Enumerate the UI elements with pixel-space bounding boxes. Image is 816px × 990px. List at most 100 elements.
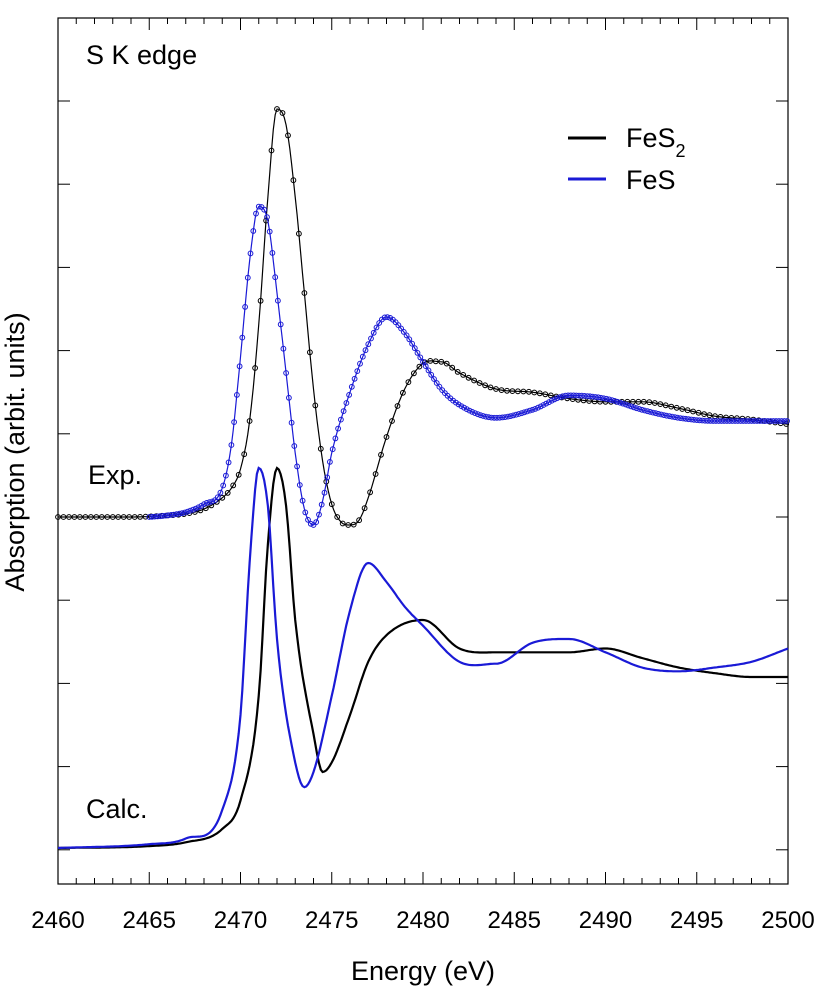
data-point (622, 401, 629, 408)
data-point (600, 395, 607, 402)
data-point (773, 418, 779, 424)
data-point (345, 522, 352, 528)
data-point (628, 403, 634, 410)
data-point (647, 409, 654, 415)
data-point (340, 408, 347, 415)
data-point (235, 471, 242, 478)
data-point (179, 510, 186, 517)
data-point (515, 388, 521, 395)
data-point (389, 418, 395, 424)
data-point (223, 472, 229, 479)
data-point (334, 514, 341, 520)
data-point (573, 392, 580, 399)
data-point (658, 411, 665, 418)
data-point (754, 418, 760, 424)
data-point (168, 512, 175, 518)
data-point (290, 177, 297, 184)
data-point (354, 368, 361, 375)
data-point (286, 394, 292, 401)
data-point (510, 412, 517, 419)
data-point (651, 400, 658, 406)
data-point (409, 340, 416, 347)
data-point (617, 399, 623, 406)
data-point (592, 394, 599, 400)
data-point (710, 418, 717, 424)
data-point (529, 406, 536, 413)
data-point (370, 329, 377, 336)
data-point (268, 147, 275, 154)
data-point (759, 418, 766, 424)
data-point (317, 445, 324, 452)
data-point (422, 363, 429, 370)
data-point (71, 514, 78, 520)
data-point (171, 511, 177, 518)
data-point (225, 459, 232, 466)
data-point (209, 498, 216, 505)
data-point (673, 404, 680, 411)
data-point (405, 379, 412, 386)
data-point (428, 371, 435, 378)
data-point (365, 341, 372, 348)
data-point (644, 408, 651, 415)
data-point (625, 402, 632, 409)
data-point (472, 410, 478, 417)
x-tick-label: 2500 (761, 907, 814, 934)
data-point (350, 521, 357, 528)
data-point (494, 414, 500, 421)
data-point (348, 383, 355, 390)
data-point (515, 411, 522, 417)
x-tick-label: 2485 (488, 907, 541, 934)
data-point (274, 106, 280, 112)
data-point (770, 418, 777, 424)
data-point (431, 376, 437, 382)
data-point (359, 353, 366, 360)
data-point (554, 395, 560, 402)
data-point (381, 314, 388, 321)
data-point (220, 482, 227, 489)
data-point (247, 250, 254, 257)
data-point (684, 407, 691, 414)
data-point (55, 514, 61, 520)
data-point (60, 514, 67, 520)
exp-fes-line (149, 205, 788, 526)
data-point (88, 514, 94, 520)
data-point (224, 490, 231, 496)
data-point (581, 393, 588, 399)
data-point (432, 358, 439, 365)
data-point (277, 321, 284, 328)
data-point (521, 409, 528, 416)
data-point (443, 360, 450, 367)
data-point (250, 228, 257, 234)
data-point (567, 392, 574, 399)
data-point (362, 347, 369, 354)
data-point (732, 418, 738, 424)
data-point (652, 410, 659, 417)
data-point (691, 416, 697, 423)
x-tick-label: 2490 (579, 907, 632, 934)
data-point (279, 110, 286, 116)
data-point (524, 408, 530, 415)
data-point (351, 375, 358, 382)
data-point (294, 463, 301, 470)
legend-label-fes2: FeS2 (626, 123, 686, 161)
data-point (252, 365, 259, 371)
data-point (305, 516, 311, 523)
data-point (301, 290, 308, 296)
data-point (606, 396, 613, 403)
data-point (98, 514, 105, 520)
calc-fes2-line (58, 466, 788, 850)
data-point (505, 413, 511, 420)
data-point (518, 410, 525, 417)
data-point (66, 514, 72, 520)
data-point (729, 418, 736, 424)
data-point (266, 228, 273, 235)
exp-fes2-markers (55, 106, 790, 528)
data-point (146, 514, 153, 520)
data-point (187, 507, 194, 514)
data-point (433, 380, 440, 386)
data-point (104, 514, 111, 520)
data-point (239, 334, 246, 341)
data-point (557, 394, 563, 401)
data-point (737, 418, 744, 424)
x-tick-label: 2470 (214, 907, 267, 934)
